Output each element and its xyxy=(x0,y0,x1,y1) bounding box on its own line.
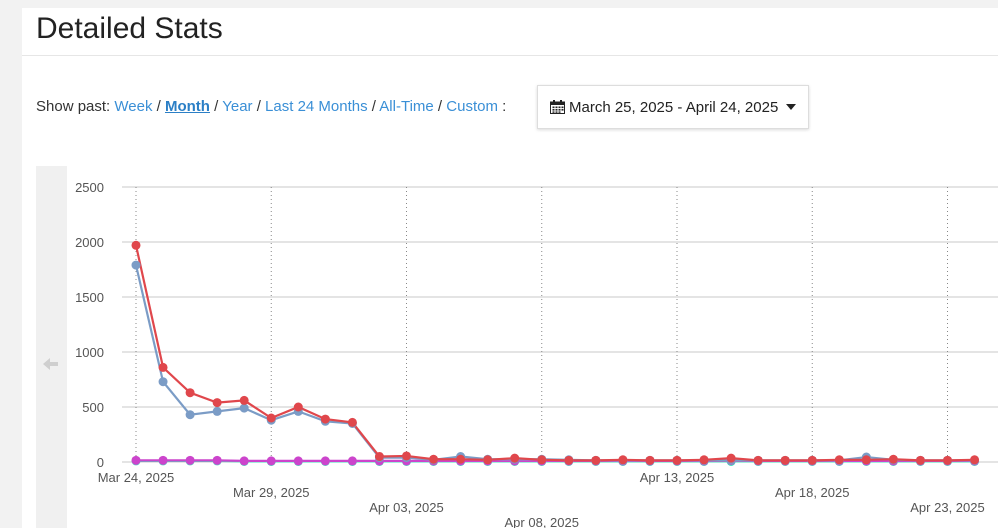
x-tick-label: Mar 29, 2025 xyxy=(233,485,310,500)
data-point[interactable] xyxy=(753,455,763,465)
data-point[interactable] xyxy=(266,413,276,423)
data-point[interactable] xyxy=(618,455,628,465)
data-point[interactable] xyxy=(861,455,871,465)
data-point[interactable] xyxy=(131,260,141,270)
data-point[interactable] xyxy=(239,403,249,413)
data-point[interactable] xyxy=(915,455,925,465)
data-point[interactable] xyxy=(456,454,466,464)
data-point[interactable] xyxy=(834,455,844,465)
data-point[interactable] xyxy=(320,414,330,424)
page-title: Detailed Stats xyxy=(36,12,223,45)
data-point[interactable] xyxy=(212,406,222,416)
data-point[interactable] xyxy=(347,456,357,466)
filter-month[interactable]: Month xyxy=(164,98,210,115)
title-divider xyxy=(22,55,998,56)
data-point[interactable] xyxy=(131,240,141,250)
x-tick-label: Mar 24, 2025 xyxy=(98,470,175,485)
y-tick-label: 2000 xyxy=(75,235,104,250)
data-point[interactable] xyxy=(374,452,384,461)
data-point[interactable] xyxy=(970,455,980,465)
caret-down-icon xyxy=(786,104,797,110)
time-filter-bar: Show past: Week / Month / Year / Last 24… xyxy=(36,98,506,115)
filter-custom[interactable]: Custom xyxy=(446,98,498,115)
data-point[interactable] xyxy=(888,454,898,464)
data-point[interactable] xyxy=(320,456,330,466)
calendar-icon xyxy=(550,100,565,114)
filter-all-time[interactable]: All-Time xyxy=(379,98,434,115)
data-point[interactable] xyxy=(212,398,222,408)
filter-separator: / xyxy=(214,98,219,115)
data-point[interactable] xyxy=(239,395,249,405)
filter-separator: / xyxy=(437,98,443,115)
data-point[interactable] xyxy=(672,455,682,465)
y-tick-label: 1500 xyxy=(75,290,104,305)
data-point[interactable] xyxy=(185,410,195,420)
data-point[interactable] xyxy=(429,454,439,464)
data-point[interactable] xyxy=(402,451,411,461)
data-point[interactable] xyxy=(699,455,709,465)
data-point[interactable] xyxy=(266,456,276,466)
filter-separator: / xyxy=(371,98,376,115)
x-tick-label: Apr 08, 2025 xyxy=(505,515,579,528)
data-point[interactable] xyxy=(293,456,303,466)
data-point[interactable] xyxy=(158,455,168,465)
stats-card: Detailed Stats Show past: Week / Month /… xyxy=(22,8,998,528)
date-range-text: March 25, 2025 - April 24, 2025 xyxy=(569,98,779,116)
data-point[interactable] xyxy=(780,455,790,465)
y-tick-label: 1000 xyxy=(75,345,104,360)
data-point[interactable] xyxy=(537,455,547,465)
filter-last-24-months[interactable]: Last 24 Months xyxy=(265,98,368,115)
data-point[interactable] xyxy=(158,362,168,372)
plot-area xyxy=(67,166,998,528)
date-range-picker[interactable]: March 25, 2025 - April 24, 2025 xyxy=(537,85,809,129)
data-point[interactable] xyxy=(591,455,601,465)
data-point[interactable] xyxy=(726,453,736,463)
y-tick-label: 0 xyxy=(97,455,104,470)
x-tick-label: Apr 13, 2025 xyxy=(640,470,714,485)
filter-end-colon: : xyxy=(502,98,507,115)
data-point[interactable] xyxy=(185,455,195,465)
data-point[interactable] xyxy=(564,455,574,465)
data-point[interactable] xyxy=(807,455,817,465)
data-point[interactable] xyxy=(645,455,655,465)
x-tick-label: Apr 18, 2025 xyxy=(775,485,849,500)
filter-year[interactable]: Year xyxy=(222,98,253,115)
data-point[interactable] xyxy=(158,377,168,387)
filter-separator: / xyxy=(156,98,161,115)
data-point[interactable] xyxy=(510,453,520,463)
line-chart: 0 500 1000 1500 2000 2500 Mar 24, 2025 Mar 29, … xyxy=(43,166,998,528)
x-tick-label: Apr 23, 2025 xyxy=(910,500,984,515)
data-point[interactable] xyxy=(239,456,249,466)
data-point[interactable] xyxy=(943,455,952,465)
y-tick-label: 2500 xyxy=(75,180,104,195)
data-point[interactable] xyxy=(212,455,222,465)
data-point[interactable] xyxy=(131,455,141,465)
data-point[interactable] xyxy=(483,455,493,465)
data-point[interactable] xyxy=(347,417,357,427)
chart-panel: 0 500 1000 1500 2000 2500 Mar 24, 2025 Mar 29, … xyxy=(36,166,998,528)
filter-week[interactable]: Week xyxy=(114,98,153,115)
y-tick-label: 500 xyxy=(82,400,104,415)
arrow-left-icon[interactable] xyxy=(43,358,58,370)
data-point[interactable] xyxy=(293,402,303,412)
x-tick-label: Apr 03, 2025 xyxy=(369,500,443,515)
data-point[interactable] xyxy=(185,388,195,398)
series-line xyxy=(134,245,975,462)
show-past-label: Show past: xyxy=(36,98,111,115)
filter-separator: / xyxy=(256,98,261,115)
